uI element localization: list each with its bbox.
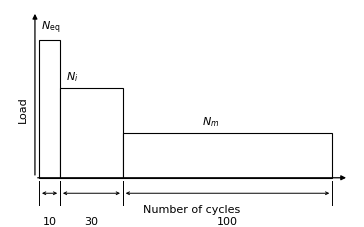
Text: $N_m$: $N_m$ xyxy=(202,115,220,128)
Text: 30: 30 xyxy=(84,216,98,226)
Text: 100: 100 xyxy=(217,216,238,226)
Bar xyxy=(123,133,332,178)
Text: 10: 10 xyxy=(43,216,56,226)
Text: Number of cycles: Number of cycles xyxy=(143,204,241,214)
Bar xyxy=(39,41,60,178)
Text: Load: Load xyxy=(17,96,27,123)
Text: $N_{\rm eq}$: $N_{\rm eq}$ xyxy=(41,20,60,36)
Text: $N_i$: $N_i$ xyxy=(66,70,79,84)
Bar xyxy=(60,89,123,178)
